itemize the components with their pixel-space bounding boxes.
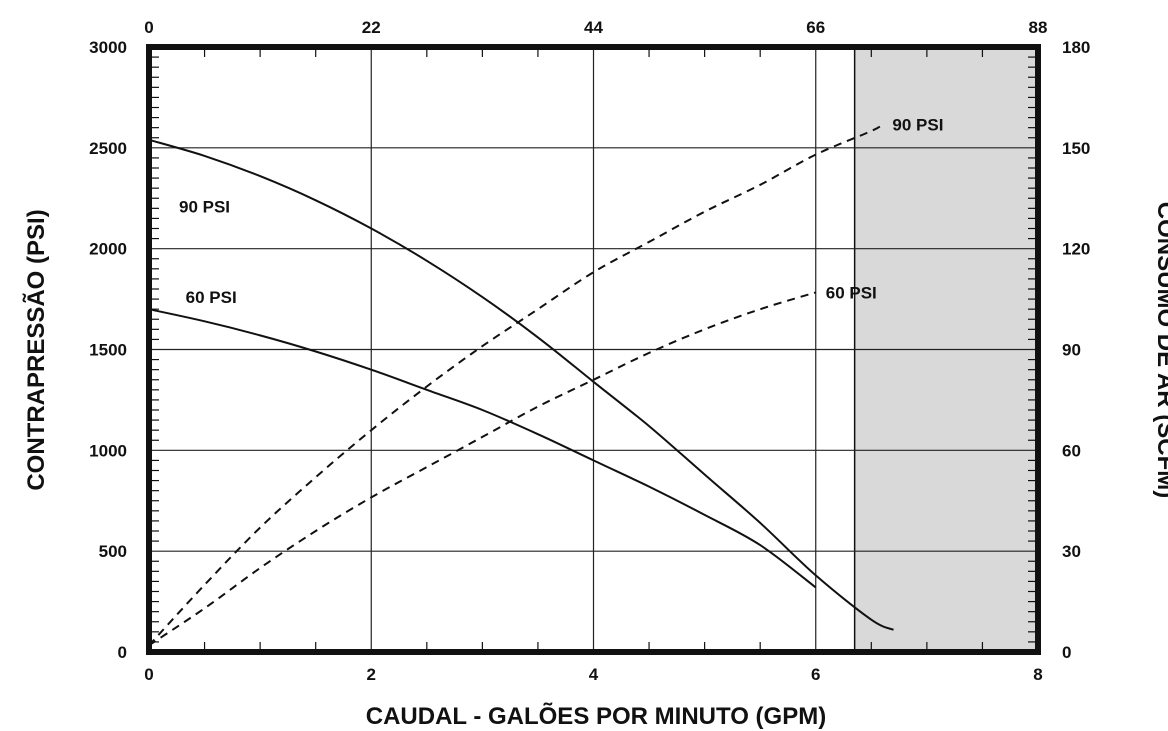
- series-layer: [148, 123, 894, 647]
- x-tick-label: 2: [367, 665, 376, 684]
- gridlines: [149, 47, 1038, 652]
- x2-tick-label: 88: [1029, 18, 1048, 37]
- plot-frame: [146, 44, 1041, 655]
- air-consumption-curve-90-psi: [148, 123, 883, 646]
- y2-tick-label: 30: [1062, 542, 1081, 561]
- air-consumption-curve-60-psi: [148, 291, 817, 647]
- y-tick-label: 2500: [89, 139, 127, 158]
- y-axis-title: CONTRAPRESSÃO (PSI): [22, 209, 50, 490]
- curve-label: 60 PSI: [826, 283, 877, 302]
- x-tick-label: 8: [1033, 665, 1042, 684]
- y2-axis-title: CONSUMO DE AR (SCFM): [1152, 202, 1168, 498]
- y-tick-label: 2000: [89, 240, 127, 259]
- back-pressure-curve-90-psi: [148, 138, 894, 631]
- tick-labels: 0 2 4 6 8 0 22 44 66 88 0 500 1000 1500 2000 2500 3000 0 3…: [89, 18, 1090, 684]
- x-tick-label: 6: [811, 665, 820, 684]
- curve-labels: 90 PSI 60 PSI 90 PSI 60 PSI: [179, 115, 943, 307]
- y2-tick-label: 150: [1062, 139, 1090, 158]
- y-tick-label: 1500: [89, 341, 127, 360]
- y2-tick-label: 0: [1062, 643, 1071, 662]
- y-tick-label: 3000: [89, 38, 127, 57]
- y-tick-label: 1000: [89, 441, 127, 460]
- curve-label: 90 PSI: [179, 197, 230, 216]
- y2-tick-label: 90: [1062, 341, 1081, 360]
- x2-tick-label: 44: [584, 18, 603, 37]
- y-tick-label: 500: [99, 542, 127, 561]
- back-pressure-curve-60-psi: [148, 308, 817, 589]
- x-axis-title: CAUDAL - GALÕES POR MINUTO (GPM): [366, 702, 826, 730]
- y2-tick-label: 60: [1062, 441, 1081, 460]
- y2-tick-label: 180: [1062, 38, 1090, 57]
- y-tick-label: 0: [118, 643, 127, 662]
- x2-tick-label: 22: [362, 18, 381, 37]
- curve-label: 60 PSI: [186, 288, 237, 307]
- x-tick-label: 4: [589, 665, 599, 684]
- x-tick-label: 0: [144, 665, 153, 684]
- y2-tick-label: 120: [1062, 240, 1090, 259]
- curve-label: 90 PSI: [892, 115, 943, 134]
- x2-tick-label: 66: [806, 18, 825, 37]
- x2-tick-label: 0: [144, 18, 153, 37]
